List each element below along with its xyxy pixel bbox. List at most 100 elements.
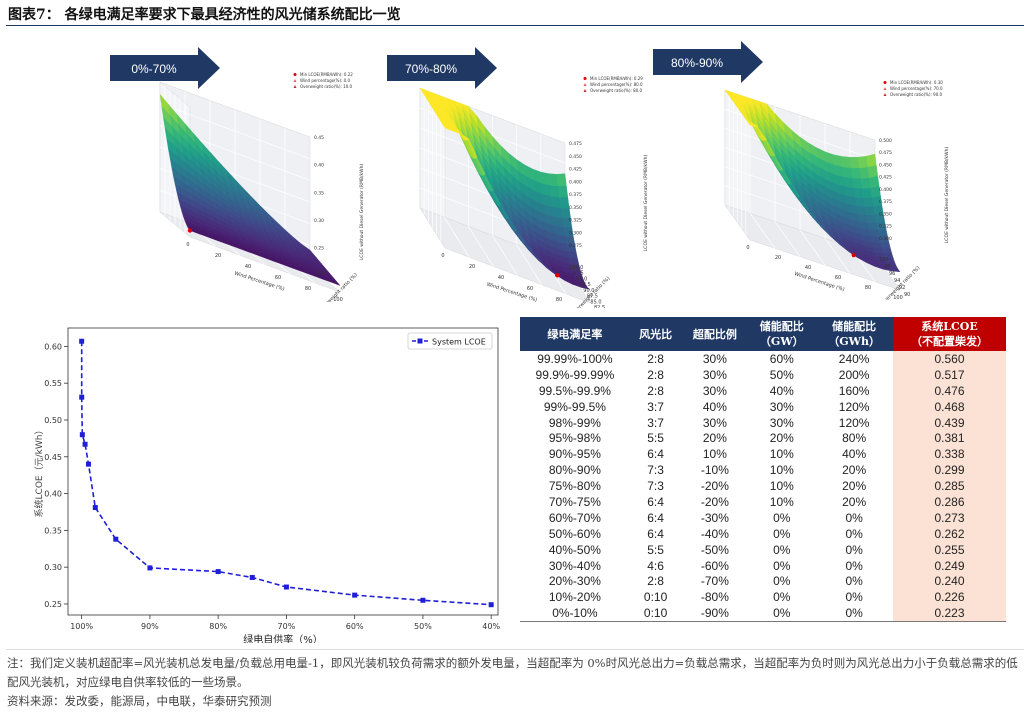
x-tick-label: 40% <box>482 622 500 631</box>
grid-line <box>799 229 826 266</box>
table-cell: 0% <box>748 605 816 623</box>
surface-cell <box>867 222 879 231</box>
legend-marker <box>583 89 587 92</box>
table-row: 30%-40% 4:6 -60% 0% 0% 0.249 <box>520 557 1006 574</box>
x-tick-label: 40 <box>805 265 811 271</box>
x-tick-label: 60 <box>527 286 533 292</box>
legend-marker <box>883 93 887 96</box>
table-cell: 30% <box>702 383 727 398</box>
table-cell: 99.99%-100% <box>537 351 613 366</box>
y-tick-label: 92.5 <box>580 282 591 288</box>
table-cell: 10% <box>769 447 794 462</box>
data-point <box>79 338 85 344</box>
footer-divider <box>6 649 1024 650</box>
x-tick-label: 80 <box>865 285 871 291</box>
surface-cell <box>869 229 880 237</box>
z-axis-label: LCOE without Diesel Generator (RMB/kWh) <box>359 164 365 261</box>
x-tick-label: 20 <box>215 253 221 259</box>
legend-marker <box>293 79 297 82</box>
data-point <box>215 569 221 575</box>
lcoe-cell: 0.223 <box>893 605 1006 623</box>
table-cell: 60% <box>769 351 794 366</box>
table-cell: 30%-40% <box>548 558 601 573</box>
table-cell: 10% <box>769 463 794 478</box>
y-tick-label: 87.5 <box>587 294 598 300</box>
table-cell: 40% <box>702 399 727 414</box>
grid-line <box>492 235 518 276</box>
table-cell: 20% <box>702 431 727 446</box>
table-cell: 30% <box>769 415 794 430</box>
table-row: 40%-50% 5:5 -50% 0% 0% 0.255 <box>520 541 1006 558</box>
table-header-row: 绿电满足率 风光比 超配比例 储能配比 （GW） 储能配比 （GWh） 系统LCOE （不配置柴… <box>520 317 1006 351</box>
surface-cell <box>858 155 869 169</box>
source-text: 资料来源：发改委，能源局，中电联，华泰研究预测 <box>7 694 272 708</box>
table-cell: 99.9%-99.99% <box>535 367 615 382</box>
z-tick-label: 0.400 <box>569 179 582 185</box>
table-cell: 90%-95% <box>548 447 601 462</box>
z-tick-label: 0.475 <box>879 150 892 156</box>
surface-cell <box>871 241 883 249</box>
table-row: 70%-75% 6:4 -20% 10% 20% 0.286 <box>520 494 1006 510</box>
z-tick-label: 0.425 <box>879 175 892 181</box>
y-tick-label: 0.35 <box>44 526 62 535</box>
y-tick-label: 97.5 <box>573 271 584 277</box>
table-row: 60%-70% 6:4 -30% 0% 0% 0.273 <box>520 509 1006 526</box>
table-cell: -80% <box>700 590 729 605</box>
lcoe-cell: 0.439 <box>893 414 1006 431</box>
surface-cell <box>329 280 341 286</box>
table-row: 99%-99.5% 3:7 40% 30% 120% 0.468 <box>520 398 1006 415</box>
table-row: 99.5%-99.9% 2:8 30% 40% 160% 0.476 <box>520 382 1006 399</box>
legend-label: Wind percentage(%): 80.0 <box>590 82 643 87</box>
surface-cell <box>862 187 873 199</box>
table-cell: 20% <box>842 494 867 509</box>
table-cell: 3:7 <box>647 399 664 414</box>
table-cell: 0% <box>815 605 893 623</box>
surface-cell <box>849 156 860 169</box>
x-tick-label: 100 <box>333 297 343 302</box>
table-cell: 6:4 <box>647 510 664 525</box>
y-tick-label: 100 <box>316 270 326 276</box>
z-tick-label: 0.425 <box>569 167 582 173</box>
surface-cell <box>851 167 862 180</box>
data-point <box>420 597 426 603</box>
table-cell: 120% <box>838 415 870 430</box>
y-tick-label: 100 <box>879 257 889 263</box>
figure-title: 图表7： 各绿电满足率要求下最具经济性的风光储系统配比一览 <box>8 7 401 23</box>
table-body: 99.99%-100% 2:8 30% 60% 240% 0.560 99.9%-99.99… <box>520 351 1006 623</box>
table-row: 0%-10% 0:10 -90% 0% 0% 0.223 <box>520 605 1006 623</box>
x-axis-label: Wind Percentage (%) <box>486 282 538 304</box>
table-cell: 20% <box>842 463 867 478</box>
surface <box>724 89 901 273</box>
table-cell: 50%-60% <box>548 526 601 541</box>
x-tick-label: 60 <box>275 275 281 281</box>
plot-frame <box>67 327 499 616</box>
table-cell: 0% <box>845 558 863 573</box>
range-label: 0%-70% <box>131 62 177 76</box>
lcoe-cell: 0.255 <box>893 541 1006 558</box>
table-cell: 0% <box>845 510 863 525</box>
table-cell: 2:8 <box>647 351 664 366</box>
table-header-cell: 超配比例 <box>681 317 749 351</box>
lcoe-cell: 0.249 <box>893 557 1006 574</box>
x-tick-label: 20 <box>775 255 781 261</box>
table-cell: 240% <box>838 351 870 366</box>
data-point <box>92 505 98 511</box>
table-cell: 70%-75% <box>548 494 601 509</box>
table-cell: 0% <box>773 590 791 605</box>
table-row: 99.9%-99.99% 2:8 30% 50% 200% 0.517 <box>520 366 1006 383</box>
table-cell: 7:3 <box>647 479 664 494</box>
table-cell: 2:8 <box>647 383 664 398</box>
y-tick-label: 0.55 <box>44 379 62 388</box>
table-cell: 0:10 <box>629 605 682 623</box>
lcoe-line-chart: 0.25 0.30 0.35 0.40 0.45 0.50 0.55 0.60 100% 90% 8… <box>33 327 500 643</box>
y-tick-label: 0.40 <box>44 490 62 499</box>
table-cell: 2:8 <box>647 367 664 382</box>
lcoe-cell: 0.299 <box>893 462 1006 479</box>
table-row: 99.99%-100% 2:8 30% 60% 240% 0.560 <box>520 351 1006 367</box>
table-cell: 7:3 <box>647 463 664 478</box>
table-cell: 0:10 <box>643 590 668 605</box>
table-cell: -20% <box>700 479 729 494</box>
table-cell: 20% <box>842 479 867 494</box>
legend-label: Wind percentage(%): 70.0 <box>890 86 943 91</box>
